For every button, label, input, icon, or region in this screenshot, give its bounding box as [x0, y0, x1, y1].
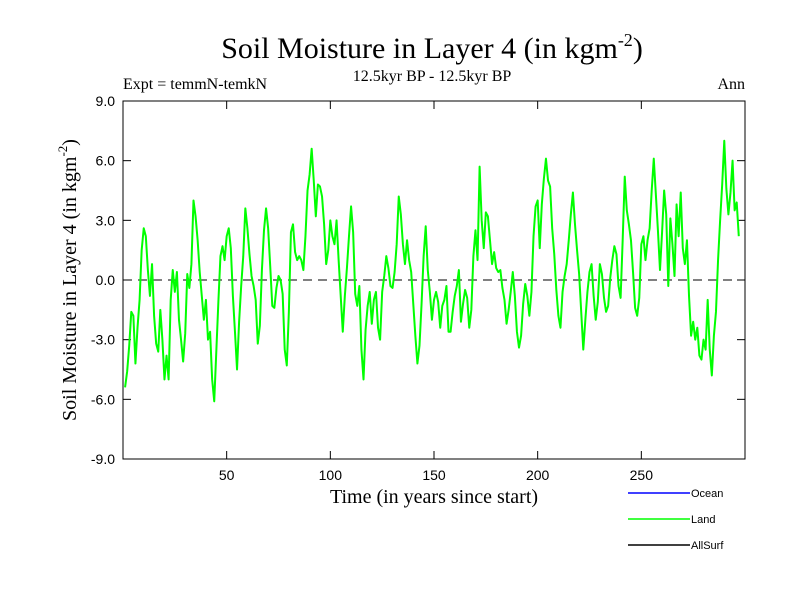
x-tick-label: 250 — [630, 467, 654, 483]
x-tick-label: 50 — [219, 467, 235, 483]
y-tick-label: 3.0 — [96, 212, 116, 228]
legend-ocean-label: Ocean — [691, 488, 723, 500]
chart-title-main: Soil Moisture in Layer 4 (in kgm — [221, 32, 618, 65]
experiment-label: Expt = temmN-temkN — [123, 76, 268, 93]
x-axis-label: Time (in years since start) — [330, 486, 538, 508]
y-axis-label-main: Soil Moisture in Layer 4 (in kgm — [59, 156, 81, 421]
series-line-land — [124, 139, 740, 403]
chart-title-close: ) — [633, 32, 643, 65]
y-axis-label: Soil Moisture in Layer 4 (in kgm-2) — [55, 139, 81, 421]
y-axis-label-sup: -2 — [55, 146, 70, 157]
x-tick-label: 100 — [319, 467, 343, 483]
legend-allsurf-label: AllSurf — [691, 540, 724, 552]
y-axis-ticks: -9.0 -6.0 -3.0 0.0 3.0 6.0 9.0 — [91, 93, 745, 467]
x-tick-label: 150 — [422, 467, 446, 483]
chart-title-sup: -2 — [618, 30, 633, 50]
y-axis-label-close: ) — [59, 139, 81, 146]
y-tick-label: -9.0 — [91, 451, 115, 467]
chart-title: Soil Moisture in Layer 4 (in kgm-2) — [221, 30, 643, 65]
chart-subtitle: 12.5kyr BP - 12.5kyr BP — [353, 68, 512, 85]
x-tick-label: 200 — [526, 467, 550, 483]
x-axis-ticks: 50 100 150 200 250 — [219, 101, 653, 483]
legend: Ocean Land AllSurf — [628, 488, 724, 552]
season-label: Ann — [717, 76, 745, 93]
y-tick-label: 0.0 — [96, 272, 116, 288]
y-tick-label: -6.0 — [91, 391, 115, 407]
y-tick-label: -3.0 — [91, 332, 115, 348]
y-tick-label: 6.0 — [96, 153, 116, 169]
y-tick-label: 9.0 — [96, 93, 116, 109]
legend-land-label: Land — [691, 514, 715, 526]
